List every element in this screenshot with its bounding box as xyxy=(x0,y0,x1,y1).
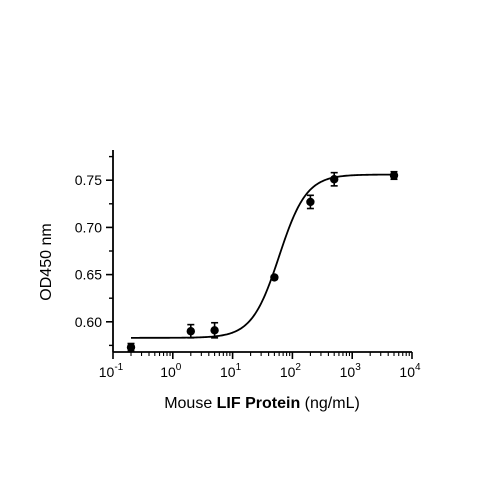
data-point-marker xyxy=(210,326,219,335)
x-tick-label: 101 xyxy=(220,362,242,380)
data-point xyxy=(186,323,196,339)
data-point-marker xyxy=(126,343,136,352)
x-tick-label: 100 xyxy=(160,362,182,380)
x-axis-title: Mouse LIF Protein (ng/mL) xyxy=(164,395,360,412)
data-point-marker xyxy=(329,175,339,184)
x-tick-label: 103 xyxy=(340,362,362,380)
y-tick-label: 0.75 xyxy=(75,172,102,188)
data-point xyxy=(389,170,399,181)
y-tick-label: 0.60 xyxy=(75,314,102,330)
data-point xyxy=(270,273,279,282)
x-tick-label: 104 xyxy=(399,362,421,380)
x-tick-label: 102 xyxy=(280,362,302,380)
fit-curve-layer xyxy=(131,173,394,339)
axes: 0.60 0.65 0.70 0.75 10-1 100 101 102 103 104 xyxy=(75,150,421,380)
data-point xyxy=(126,342,136,352)
data-point-marker xyxy=(306,197,315,207)
fit-curve xyxy=(131,173,394,339)
data-point-marker xyxy=(270,273,279,282)
data-point xyxy=(306,194,315,210)
data-points-layer xyxy=(126,170,399,352)
data-point-marker xyxy=(389,171,399,180)
data-point-marker xyxy=(186,327,196,336)
y-tick-label: 0.70 xyxy=(75,219,102,235)
data-point xyxy=(210,321,219,339)
x-tick-label: 10-1 xyxy=(99,362,124,380)
y-axis-title: OD450 nm xyxy=(38,223,55,300)
y-tick-label: 0.65 xyxy=(75,267,102,283)
data-point xyxy=(329,171,339,187)
